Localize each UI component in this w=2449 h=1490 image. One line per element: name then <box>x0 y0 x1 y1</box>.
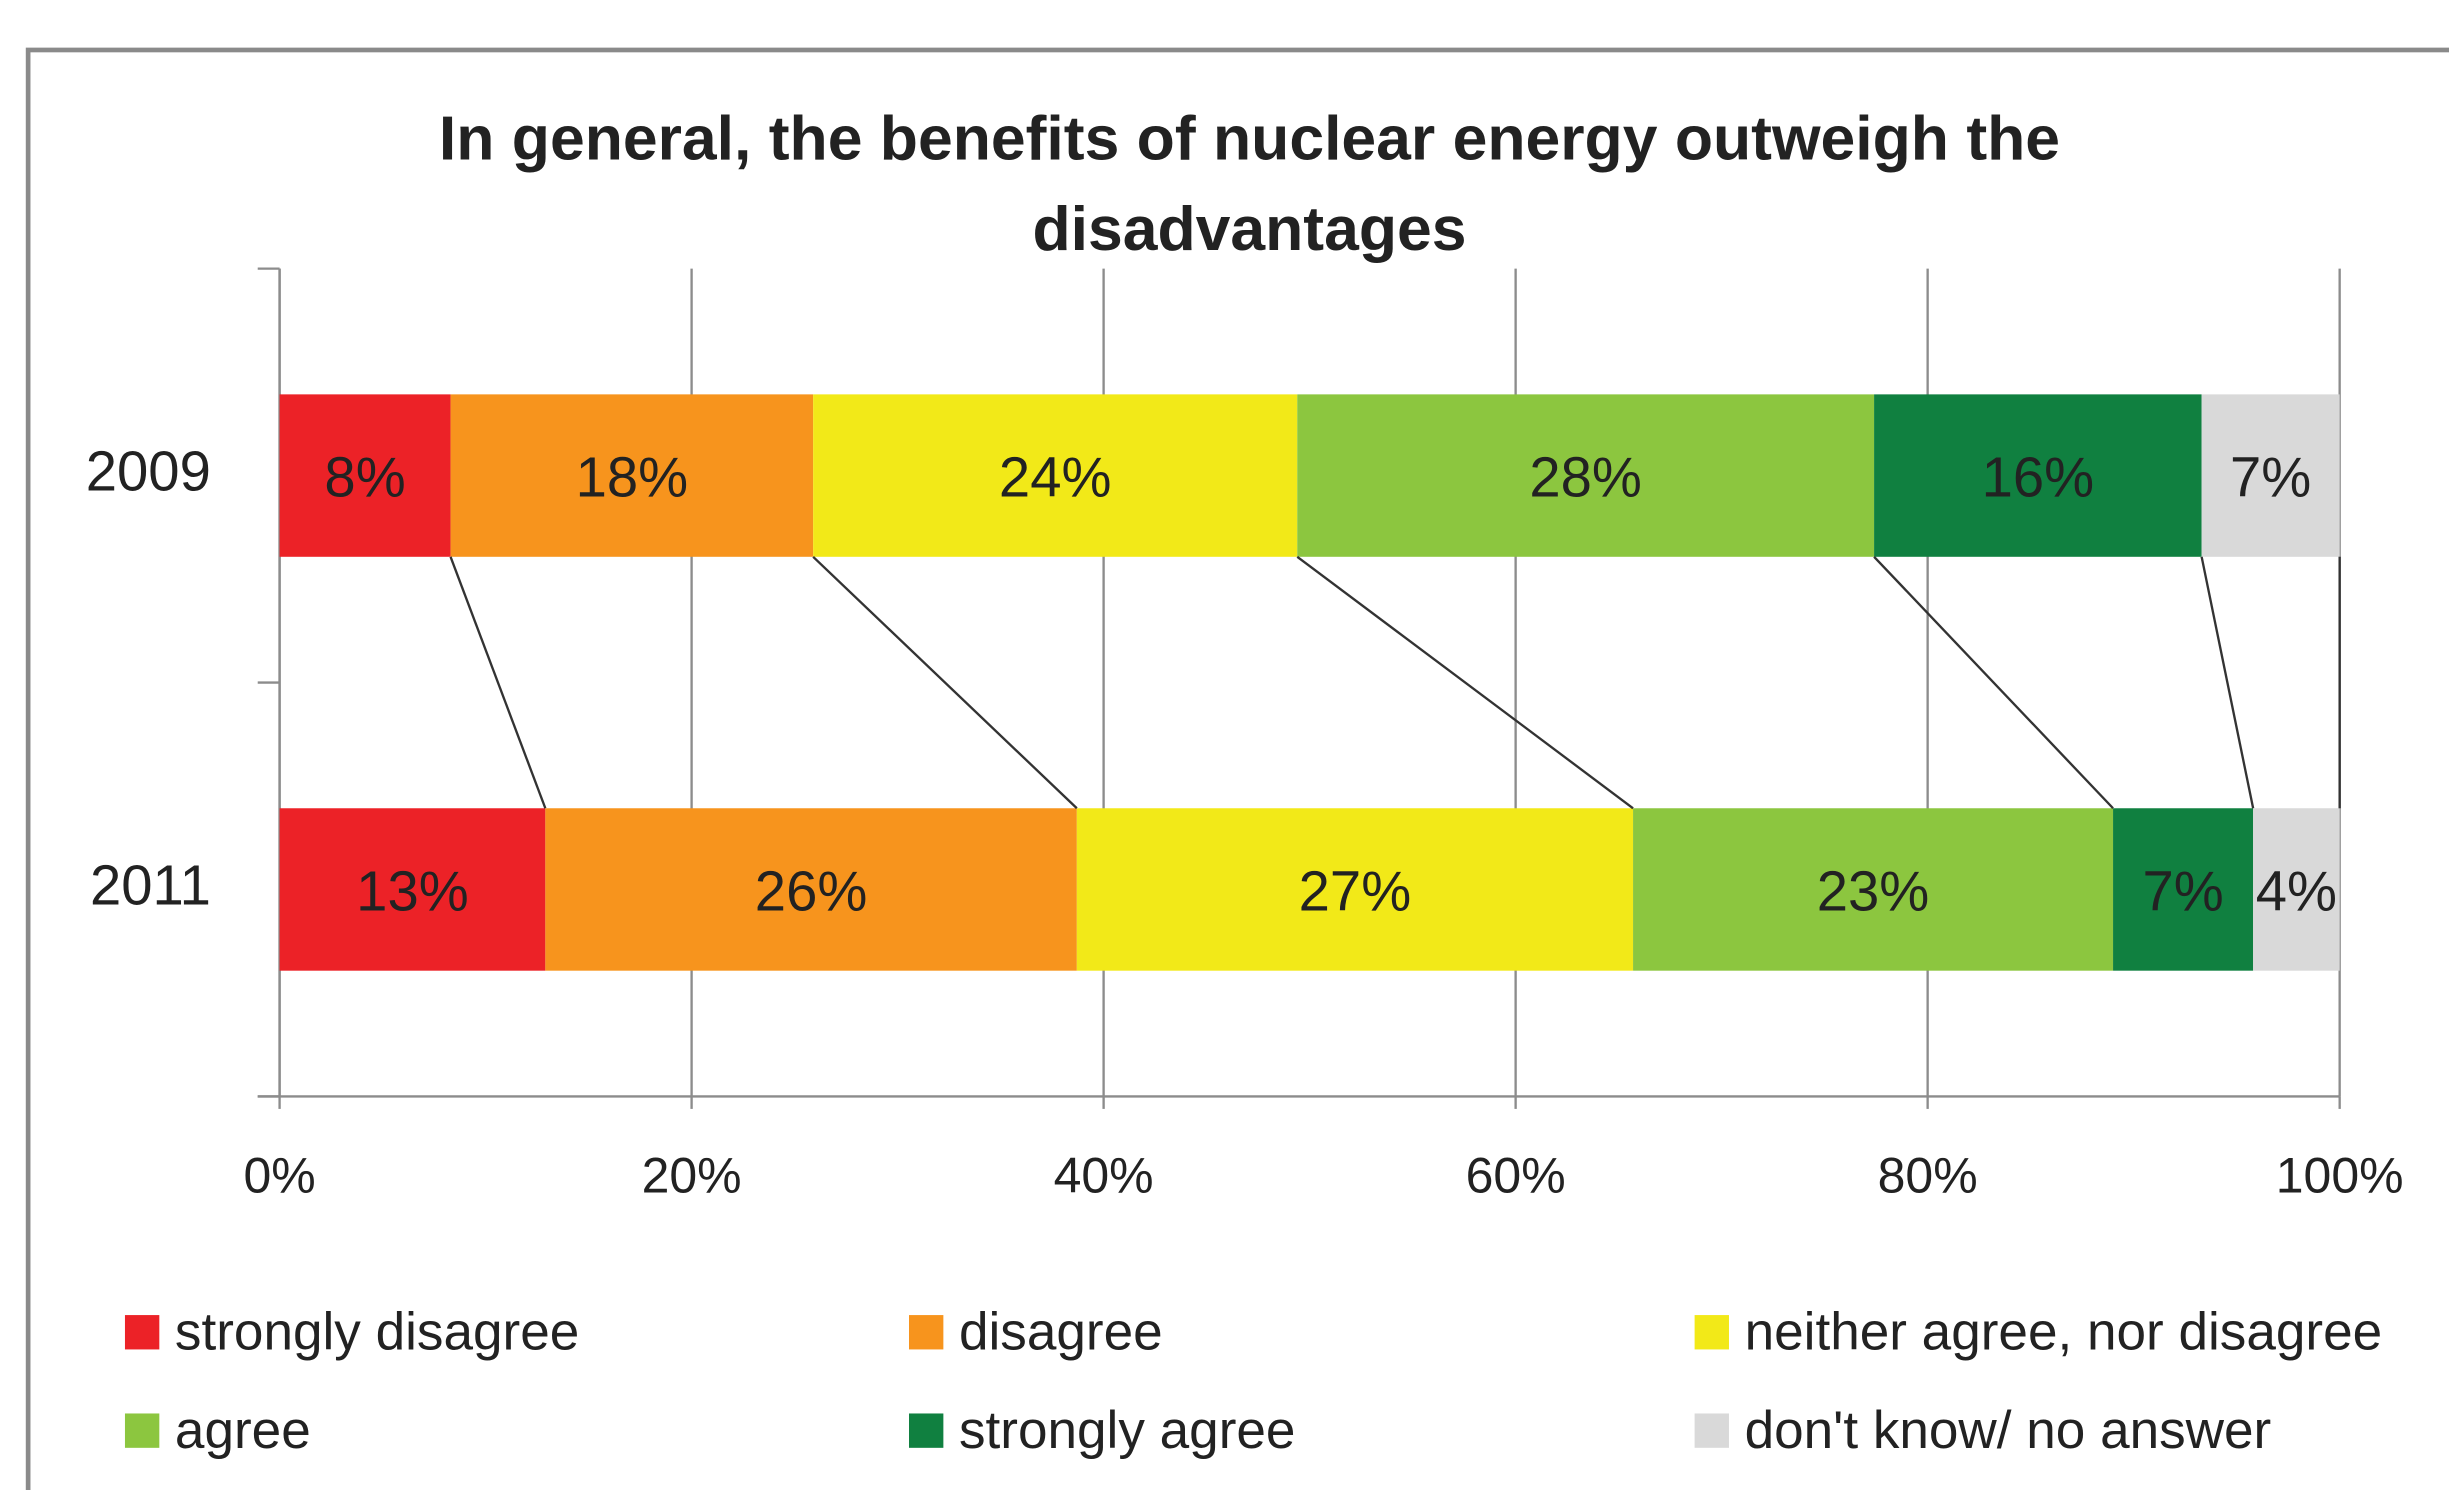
legend-label: strongly disagree <box>175 1302 579 1361</box>
series-line <box>449 556 547 809</box>
data-label: 7% <box>2230 446 2311 509</box>
legend-swatch <box>124 1413 160 1448</box>
x-tick-label: 40% <box>1054 1147 1154 1203</box>
legend-label: neither agree, nor disagree <box>1745 1302 2383 1361</box>
bar-segment <box>1297 394 1875 557</box>
legend-label: strongly agree <box>959 1401 1295 1460</box>
chart-title: In general, the benefits of nuclear ener… <box>438 104 2061 264</box>
x-tick-label: 80% <box>1878 1147 1978 1203</box>
data-label: 27% <box>1299 860 1412 923</box>
x-tick-label: 0% <box>243 1147 315 1203</box>
data-label: 16% <box>1982 446 2095 509</box>
data-label: 8% <box>324 446 405 509</box>
data-label: 18% <box>576 446 689 509</box>
legend-label: disagree <box>959 1302 1163 1361</box>
legend-swatch <box>909 1413 944 1448</box>
series-line <box>1296 555 1634 810</box>
x-tick-label: 60% <box>1466 1147 1566 1203</box>
bar-segment <box>2113 808 2254 971</box>
x-tick-label: 100% <box>2276 1147 2404 1203</box>
data-label: 23% <box>1817 860 1930 923</box>
bar-segment <box>545 808 1077 971</box>
legend-label: don't know/ no answer <box>1745 1401 2272 1460</box>
series-line <box>1873 555 2114 810</box>
data-label: 4% <box>2256 860 2337 923</box>
legend-swatch <box>1694 1413 1729 1448</box>
bar-segment <box>1076 808 1634 971</box>
title-container: In general, the benefits of nuclear ener… <box>438 104 2061 264</box>
bar-segment <box>1874 394 2202 557</box>
data-label: 26% <box>755 860 868 923</box>
bar-segment <box>279 808 546 971</box>
data-label: 24% <box>999 446 1112 509</box>
x-tick-label: 20% <box>642 1147 742 1203</box>
bar-segment <box>279 394 451 557</box>
data-label: 28% <box>1529 446 1642 509</box>
bar-segment <box>450 394 814 557</box>
legend-swatch <box>909 1315 944 1350</box>
y-tick-label: 2011 <box>90 853 211 916</box>
series-line <box>2200 556 2255 809</box>
bar-segment <box>813 394 1298 557</box>
series-line <box>812 555 1078 810</box>
bar-segment <box>1633 808 2114 971</box>
legend-swatch <box>124 1315 160 1350</box>
legend-label: agree <box>175 1401 311 1460</box>
data-label: 13% <box>356 860 469 923</box>
bar-segment <box>2201 394 2340 557</box>
y-tick-label: 2009 <box>86 439 211 502</box>
chart-frame <box>25 47 2449 1490</box>
bar-segment <box>2253 808 2340 971</box>
data-label: 7% <box>2142 860 2223 923</box>
legend-swatch <box>1694 1315 1729 1350</box>
